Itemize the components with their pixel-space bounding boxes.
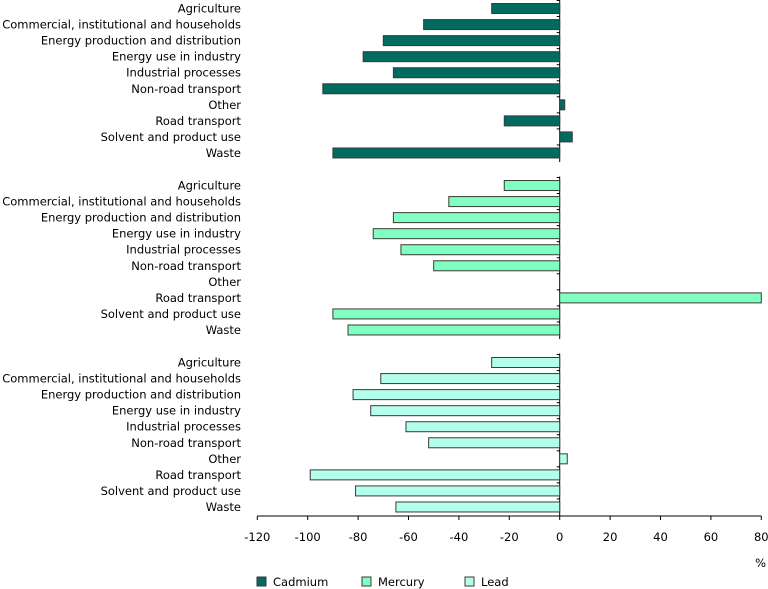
bar-cadmium bbox=[559, 99, 566, 111]
x-tick-label: -100 bbox=[295, 530, 321, 544]
bar-mercury bbox=[503, 180, 561, 192]
x-tick-label: -40 bbox=[450, 530, 469, 544]
x-tick-label: 60 bbox=[704, 530, 719, 544]
bar-cadmium bbox=[423, 19, 561, 31]
bar-cadmium bbox=[491, 3, 561, 15]
x-tick-label: 20 bbox=[603, 530, 618, 544]
category-label: Energy use in industry bbox=[112, 404, 241, 418]
bar-lead bbox=[370, 405, 561, 417]
bar-mercury bbox=[433, 260, 561, 272]
category-label: Agriculture bbox=[178, 356, 241, 370]
category-label: Waste bbox=[206, 323, 241, 337]
legend-label: Lead bbox=[481, 575, 509, 589]
legend-item-cadmium: Cadmium bbox=[256, 575, 328, 589]
bar-mercury bbox=[448, 196, 561, 208]
x-tick-label: -20 bbox=[500, 530, 519, 544]
category-label: Commercial, institutional and households bbox=[2, 195, 241, 209]
bar-cadmium bbox=[362, 51, 561, 63]
bar-mercury bbox=[559, 292, 762, 304]
legend-swatch bbox=[464, 576, 475, 587]
x-tick-label: -120 bbox=[244, 530, 270, 544]
category-label: Road transport bbox=[155, 114, 241, 128]
category-label: Solvent and product use bbox=[101, 130, 241, 144]
bar-lead bbox=[380, 373, 561, 385]
x-axis: -120 -100 -80 -60 -40 -20 0 20 40 60 80 bbox=[244, 515, 768, 544]
x-tick-label: 40 bbox=[653, 530, 668, 544]
category-label: Industrial processes bbox=[126, 420, 241, 434]
category-label: Energy use in industry bbox=[112, 50, 241, 64]
legend-swatch bbox=[256, 576, 267, 587]
legend: Cadmium Mercury Lead bbox=[256, 575, 509, 589]
series-groups: Agriculture Commercial, institutional and… bbox=[2, 0, 762, 516]
category-label: Non-road transport bbox=[131, 436, 241, 450]
bar-lead bbox=[405, 421, 561, 433]
x-tick-label: 80 bbox=[754, 530, 768, 544]
category-label: Solvent and product use bbox=[101, 484, 241, 498]
bar-cadmium bbox=[332, 147, 561, 159]
legend-swatch bbox=[361, 576, 372, 587]
bar-lead bbox=[428, 437, 561, 449]
category-label: Other bbox=[208, 275, 241, 289]
bar-lead bbox=[352, 389, 561, 401]
series-group-mercury: Agriculture Commercial, institutional and… bbox=[2, 176, 762, 339]
bar-mercury bbox=[347, 324, 561, 336]
bar-mercury bbox=[332, 308, 561, 320]
bar-mercury bbox=[400, 244, 561, 256]
category-label: Non-road transport bbox=[131, 82, 241, 96]
category-label: Road transport bbox=[155, 468, 241, 482]
category-label: Commercial, institutional and households bbox=[2, 18, 241, 32]
bar-cadmium bbox=[382, 35, 561, 47]
category-label: Energy use in industry bbox=[112, 227, 241, 241]
category-label: Energy production and distribution bbox=[41, 34, 241, 48]
bar-mercury bbox=[372, 228, 561, 240]
legend-label: Cadmium bbox=[273, 575, 328, 589]
category-label: Other bbox=[208, 452, 241, 466]
category-label: Other bbox=[208, 98, 241, 112]
category-label: Agriculture bbox=[178, 179, 241, 193]
bar-lead bbox=[395, 501, 561, 513]
legend-item-lead: Lead bbox=[464, 575, 509, 589]
bar-lead bbox=[355, 485, 561, 497]
category-label: Road transport bbox=[155, 291, 241, 305]
legend-label: Mercury bbox=[378, 575, 425, 589]
category-label: Industrial processes bbox=[126, 66, 241, 80]
x-tick-label: -80 bbox=[349, 530, 368, 544]
bar-cadmium bbox=[322, 83, 561, 95]
legend-item-mercury: Mercury bbox=[361, 575, 425, 589]
category-label: Waste bbox=[206, 146, 241, 160]
category-label: Energy production and distribution bbox=[41, 388, 241, 402]
category-label: Waste bbox=[206, 500, 241, 514]
x-tick-label: 0 bbox=[556, 530, 563, 544]
category-label: Non-road transport bbox=[131, 259, 241, 273]
category-label: Agriculture bbox=[178, 2, 241, 16]
category-label: Solvent and product use bbox=[101, 307, 241, 321]
bar-lead bbox=[491, 357, 561, 369]
bar-lead bbox=[309, 469, 561, 481]
bar-mercury bbox=[392, 212, 561, 224]
bar-cadmium bbox=[503, 115, 561, 127]
category-label: Energy production and distribution bbox=[41, 211, 241, 225]
x-axis-label: % bbox=[755, 556, 766, 570]
bar-cadmium bbox=[392, 67, 561, 79]
category-label: Industrial processes bbox=[126, 243, 241, 257]
bar-lead bbox=[559, 453, 568, 465]
series-group-lead: Agriculture Commercial, institutional and… bbox=[2, 353, 568, 516]
bar-cadmium bbox=[559, 131, 573, 143]
x-tick-label: -60 bbox=[399, 530, 418, 544]
series-group-cadmium: Agriculture Commercial, institutional and… bbox=[2, 0, 573, 162]
category-label: Commercial, institutional and households bbox=[2, 372, 241, 386]
